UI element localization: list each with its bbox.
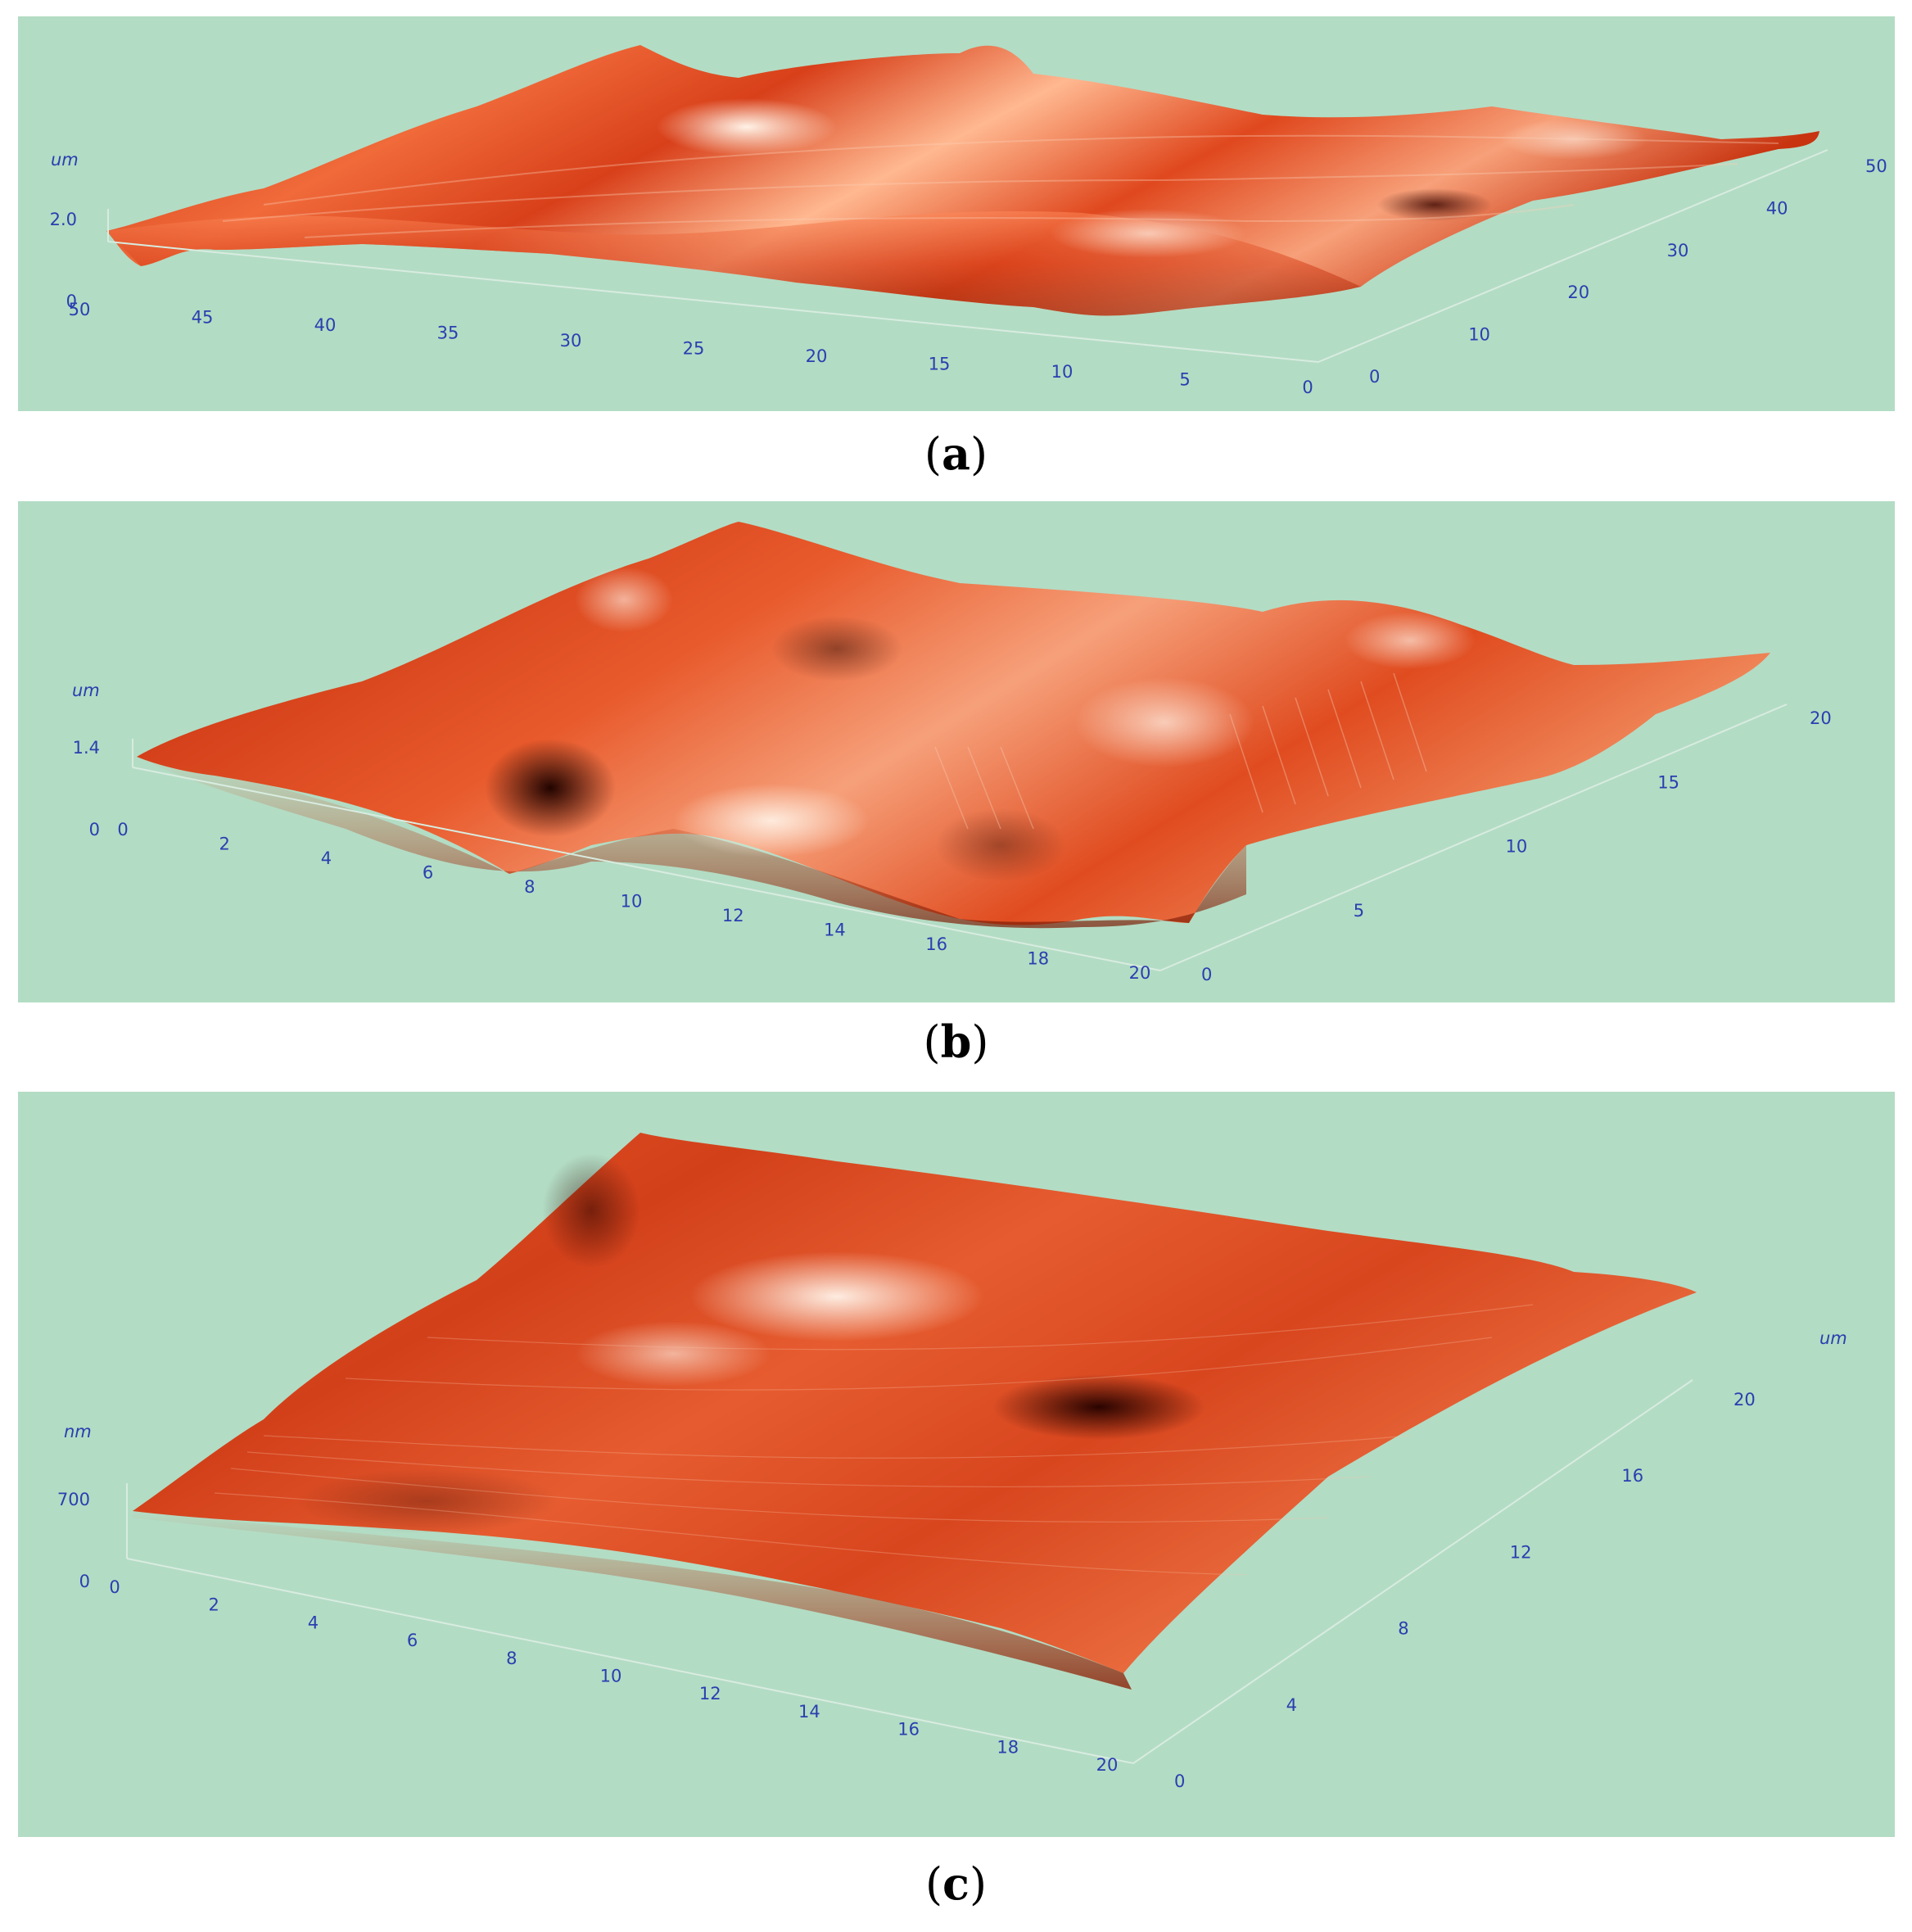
x-ticks-c: 0 2 4 6 8 10 12 14 16 18 20 [109,1577,1118,1775]
x-a-tick-label: 30 [560,331,582,351]
x-a-tick-label: 25 [683,339,705,359]
z-a-tick-label: 2.0 [50,210,77,229]
x-c-tick-label: 4 [308,1613,319,1632]
caption-b: (b) [923,1016,989,1068]
x-a-tick-label: 0 [1302,378,1313,397]
z-b-tick-label: 0 [89,820,100,839]
x-b-tick-label: 10 [621,892,643,912]
y-a-tick-label: 40 [1766,198,1788,218]
x-c-tick-label: 0 [109,1577,120,1597]
y-unit-label-c: um [1819,1328,1847,1348]
x-b-tick-label: 16 [925,934,947,954]
x-a-tick-label: 20 [806,346,828,366]
x-c-tick-label: 8 [506,1649,517,1668]
caption-c-letter: c [942,1857,970,1910]
x-a-tick-label: 15 [929,355,951,374]
y-a-tick-label: 0 [1369,367,1380,387]
z-c-tick-label: 0 [79,1572,90,1591]
y-b-tick-label: 5 [1354,901,1364,921]
caption-c: (c) [924,1857,988,1910]
y-b-tick-label: 10 [1506,837,1528,857]
x-a-tick-label: 10 [1051,362,1074,382]
caption-b-letter: b [940,1016,972,1068]
y-b-tick-label: 20 [1810,708,1832,728]
x-c-tick-label: 14 [798,1702,820,1722]
x-a-tick-label: 45 [192,308,214,328]
x-c-tick-label: 12 [699,1684,721,1704]
x-a-tick-label: 35 [437,324,459,343]
x-ticks-a: 50 45 40 35 30 25 20 15 10 5 0 [69,300,1313,397]
y-ticks-b: 0 5 10 15 20 [1201,708,1832,984]
y-c-tick-label: 20 [1733,1390,1756,1409]
x-a-tick-label: 50 [69,300,91,319]
x-b-tick-label: 4 [321,848,332,868]
surface-plot-c-svg: 0 2 4 6 8 10 12 14 16 18 20 0 4 8 12 16 20 0 700 nm um [57,1133,1847,1791]
surface-c [133,1133,1697,1673]
z-unit-label-b: um [72,681,100,700]
y-b-tick-label: 0 [1201,965,1212,984]
x-b-tick-label: 20 [1129,963,1151,983]
surface-plot-a: 50 45 40 35 30 25 20 15 10 5 0 0 10 20 30 40 50 0 2.0 um [18,16,1895,411]
x-c-tick-label: 20 [1096,1755,1119,1775]
z-unit-label-c: nm [64,1422,92,1441]
x-ticks-b: 0 2 4 6 8 10 12 14 16 18 20 [117,820,1150,983]
z-unit-label-a: um [51,150,79,170]
x-b-tick-label: 6 [423,863,433,883]
y-c-tick-label: 4 [1286,1695,1297,1715]
z-ticks-b: 01.4 [73,738,100,839]
y-c-tick-label: 8 [1398,1619,1408,1639]
y-a-tick-label: 10 [1468,325,1490,345]
z-a-tick-label: 0 [66,292,77,311]
caption-a: (a) [924,428,988,480]
x-c-tick-label: 16 [897,1720,920,1740]
x-b-tick-label: 8 [524,877,535,897]
z-c-tick-label: 700 [57,1490,90,1509]
x-c-tick-label: 10 [600,1667,622,1686]
z-b-tick-label: 1.4 [73,738,100,758]
x-c-tick-label: 2 [209,1595,219,1615]
y-c-tick-label: 0 [1174,1771,1185,1791]
x-c-tick-label: 6 [407,1631,418,1650]
z-ticks-a: 02.0 [50,210,77,311]
y-b-tick-label: 15 [1657,772,1679,792]
x-b-tick-label: 0 [117,820,128,839]
y-c-tick-label: 12 [1510,1542,1532,1562]
y-ticks-a: 0 10 20 30 40 50 [1369,156,1887,387]
y-a-tick-label: 50 [1865,156,1887,176]
y-c-tick-label: 16 [1621,1466,1643,1486]
x-b-tick-label: 12 [722,906,744,925]
x-a-tick-label: 40 [314,315,337,335]
x-b-tick-label: 18 [1027,949,1049,969]
caption-a-letter: a [942,428,970,480]
x-c-tick-label: 18 [997,1737,1019,1757]
surface-plot-c: 0 2 4 6 8 10 12 14 16 18 20 0 4 8 12 16 20 0 700 nm um [18,1092,1895,1837]
x-b-tick-label: 14 [824,921,846,940]
y-a-tick-label: 20 [1567,283,1589,302]
y-a-tick-label: 30 [1667,241,1689,260]
surface-plot-b: 0 2 4 6 8 10 12 14 16 18 20 0 5 10 15 20 0 1.4 um [18,501,1895,1002]
x-a-tick-label: 5 [1179,370,1190,390]
y-ticks-c: 0 4 8 12 16 20 [1174,1390,1756,1791]
x-b-tick-label: 2 [219,835,230,854]
z-ticks-c: 0 700 [57,1490,90,1591]
